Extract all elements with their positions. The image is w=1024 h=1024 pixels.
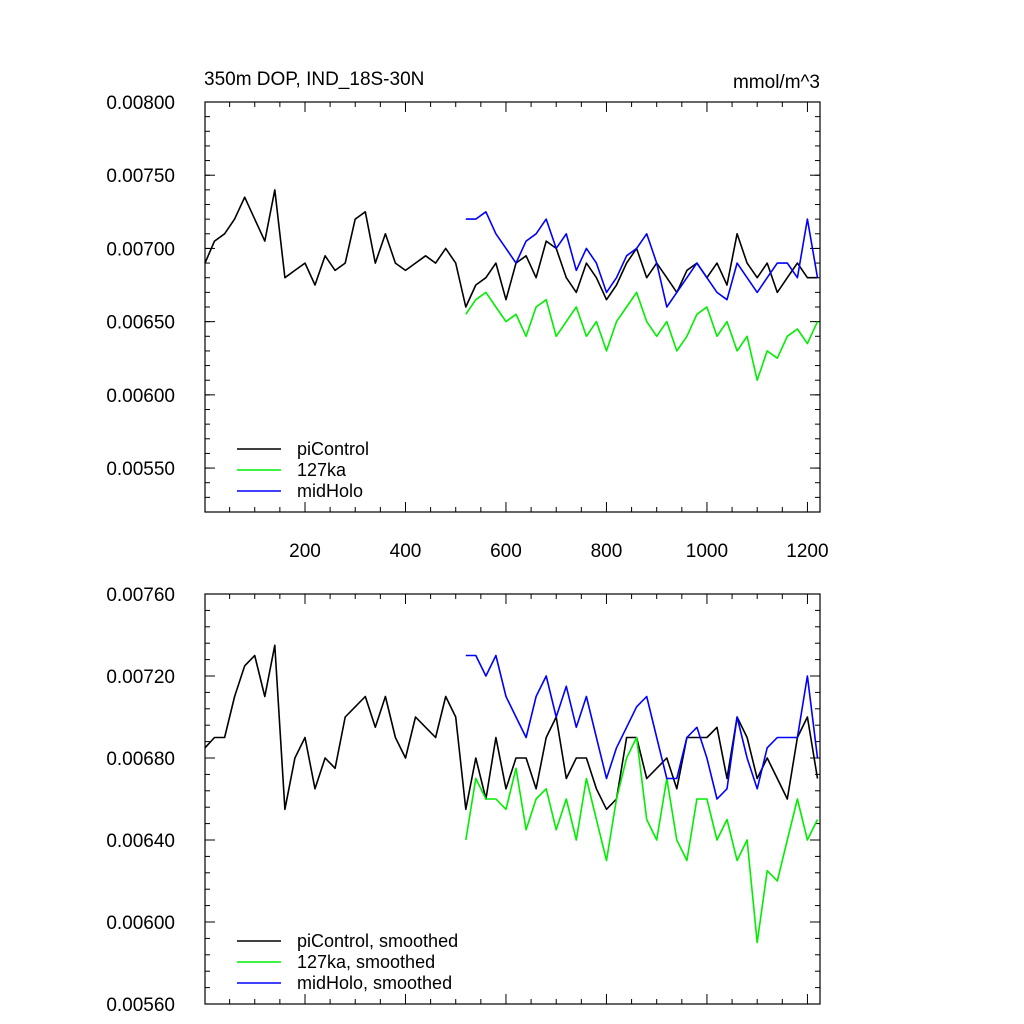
panel-1-units: mmol/m^3 bbox=[733, 72, 820, 93]
legend-label: midHolo bbox=[297, 481, 363, 501]
series-line-127ka bbox=[465, 291, 819, 382]
series-line-piControl bbox=[204, 189, 818, 308]
series-line-piControl bbox=[204, 644, 819, 811]
y-tick-label: 0.00720 bbox=[106, 667, 175, 688]
legend-label: piControl bbox=[297, 439, 369, 459]
series-line-127ka bbox=[465, 736, 819, 944]
x-tick-label: 1200 bbox=[786, 541, 828, 562]
y-tick-label: 0.00600 bbox=[106, 913, 175, 934]
legend-label: 127ka, smoothed bbox=[297, 952, 435, 972]
legend-label: 127ka bbox=[297, 460, 347, 480]
legend-label: piControl, smoothed bbox=[297, 931, 458, 951]
plot-frame bbox=[204, 593, 821, 1005]
y-tick-label: 0.00560 bbox=[106, 995, 175, 1016]
x-tick-label: 600 bbox=[490, 541, 522, 562]
y-tick-label: 0.00750 bbox=[106, 166, 175, 187]
legend-label: midHolo, smoothed bbox=[297, 973, 452, 993]
y-tick-label: 0.00550 bbox=[106, 459, 175, 480]
x-tick-label: 1000 bbox=[686, 541, 728, 562]
y-tick-label: 0.00640 bbox=[106, 831, 175, 852]
x-tick-label: 400 bbox=[390, 541, 422, 562]
x-tick-label: 800 bbox=[591, 541, 623, 562]
series-line-midHolo bbox=[465, 211, 819, 308]
y-tick-label: 0.00760 bbox=[106, 585, 175, 606]
y-tick-label: 0.00600 bbox=[106, 386, 175, 407]
y-tick-label: 0.00650 bbox=[106, 313, 175, 334]
series-line-midHolo bbox=[465, 654, 819, 800]
bottom-panel: 0.00560 0.00600 0.00640 0.00680 0.00720 0.007… bbox=[106, 585, 821, 1016]
y-tick-label: 0.00800 bbox=[106, 93, 175, 114]
y-tick-label: 0.00700 bbox=[106, 239, 175, 260]
y-tick-label: 0.00680 bbox=[106, 749, 175, 770]
top-panel: 200 400 600 800 1000 1200 0.00550 0.00600 0.0065… bbox=[106, 93, 828, 562]
panel-1-title: 350m DOP, IND_18S-30N bbox=[204, 69, 424, 90]
x-tick-label: 200 bbox=[289, 541, 321, 562]
